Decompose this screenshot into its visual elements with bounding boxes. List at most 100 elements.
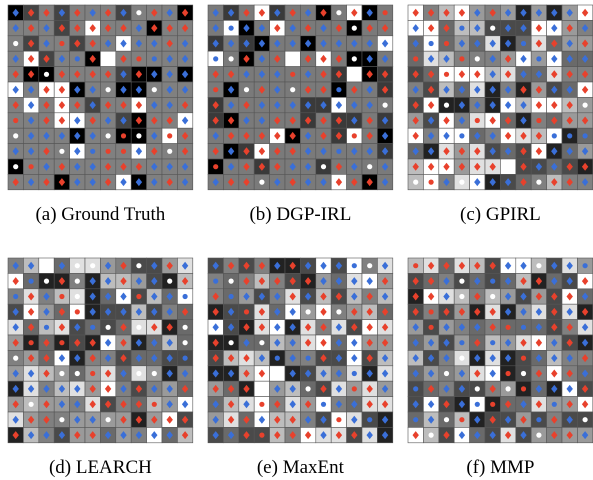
marker-dot [136,10,142,16]
marker-dot [228,340,234,346]
marker-arrow [181,307,189,316]
marker-arrow [166,384,173,393]
marker-dot [243,309,250,315]
marker-arrow [566,354,573,363]
marker-arrow [351,354,358,363]
marker-arrow [58,70,66,79]
marker-dot [182,293,188,300]
marker-arrow [74,162,81,171]
marker-arrow [227,261,235,270]
marker-arrow [458,147,466,156]
marker-arrow [412,70,419,79]
marker-arrow [304,323,312,332]
marker-arrow [520,261,527,270]
marker-arrow [181,162,189,171]
marker-arrow [320,131,327,140]
marker-arrow [427,354,435,363]
marker-arrow [181,70,189,79]
marker-dot [90,324,96,330]
marker-arrow [535,369,543,378]
marker-arrow [458,384,466,393]
marker-arrow [335,338,343,347]
marker-arrow [289,116,296,125]
marker-arrow [474,338,481,347]
marker-arrow [43,292,50,301]
marker-arrow [74,70,81,79]
marker-arrow [151,116,158,125]
marker-arrow [474,354,481,363]
marker-arrow [427,277,435,286]
marker-arrow [427,116,435,125]
marker-arrow [366,85,373,94]
marker-dot [59,293,65,300]
marker-arrow [120,431,127,440]
marker-dot [13,40,19,47]
marker-arrow [581,354,589,363]
marker-arrow [427,261,435,270]
marker-arrow [304,54,312,63]
marker-arrow [581,369,589,378]
marker-arrow [274,147,281,156]
marker-arrow [458,307,466,316]
marker-arrow [151,338,158,347]
marker-arrow [74,24,81,33]
marker-dot [74,278,80,284]
marker-arrow [274,323,281,332]
marker-dot [474,117,480,124]
marker-arrow [212,400,219,409]
marker-arrow [274,70,281,79]
marker-arrow [227,431,235,440]
marker-arrow [227,131,235,140]
marker-arrow [412,369,419,378]
marker-dot [274,370,280,377]
marker-arrow [335,323,343,332]
marker-arrow [89,307,96,316]
marker-arrow [27,116,35,125]
marker-dot [136,370,142,377]
marker-arrow [151,292,158,301]
marker-dot [151,370,157,377]
marker-arrow [212,131,219,140]
marker-arrow [304,415,312,424]
marker-dot [336,87,342,93]
marker-dot [74,56,80,62]
marker-arrow [89,39,96,48]
marker-arrow [474,131,481,140]
marker-dot [582,102,588,108]
marker-arrow [304,70,312,79]
marker-arrow [74,431,81,440]
marker-arrow [520,116,527,125]
marker-dot [213,278,219,284]
marker-arrow [120,307,127,316]
marker-arrow [366,354,373,363]
marker-arrow [351,85,358,94]
marker-arrow [581,70,589,79]
marker-dot [582,263,588,269]
marker-dot [428,309,434,315]
marker-dot [182,324,188,330]
marker-arrow [504,354,512,363]
marker-arrow [243,431,250,440]
marker-arrow [258,292,266,301]
marker-dot [582,133,588,139]
marker-arrow [243,116,250,125]
marker-dot [490,293,496,300]
marker-arrow [27,54,35,63]
marker-arrow [366,338,373,347]
marker-dot [290,87,296,93]
marker-arrow [412,400,419,409]
marker-arrow [27,24,35,33]
marker-arrow [289,131,296,140]
marker-arrow [43,384,50,393]
marker-arrow [166,54,173,63]
marker-arrow [581,323,589,332]
marker-arrow [104,400,112,409]
marker-arrow [366,307,373,316]
marker-arrow [243,8,250,17]
marker-dot [90,148,96,154]
marker-arrow [227,70,235,79]
marker-arrow [474,101,481,110]
marker-arrow [320,54,327,63]
marker-arrow [135,307,143,316]
marker-arrow [12,307,19,316]
